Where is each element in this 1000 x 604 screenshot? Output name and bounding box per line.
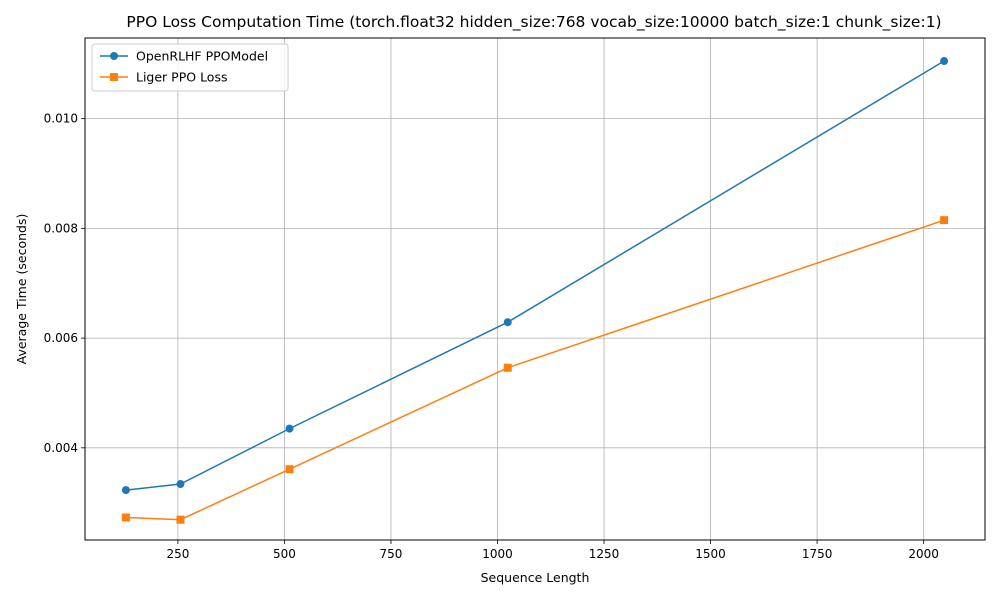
x-tick-label: 1500 xyxy=(695,547,726,561)
chart-title: PPO Loss Computation Time (torch.float32… xyxy=(126,13,941,32)
data-point xyxy=(121,513,130,522)
ticks: 250 500 750 1000 1250 1500 1750 2000 0.004 0.006 0… xyxy=(44,112,939,561)
data-point xyxy=(940,57,949,66)
x-tick-label: 500 xyxy=(273,547,296,561)
x-tick-label: 2000 xyxy=(908,547,939,561)
legend-entry-1: OpenRLHF PPOModel xyxy=(100,49,268,64)
x-axis-label: Sequence Length xyxy=(481,570,590,585)
y-axis-label: Average Time (seconds) xyxy=(14,214,29,365)
series-layer xyxy=(121,57,949,524)
data-point xyxy=(285,465,294,474)
legend-label: OpenRLHF PPOModel xyxy=(136,49,268,64)
legend-label: Liger PPO Loss xyxy=(136,70,227,85)
series-line xyxy=(125,60,945,491)
legend: OpenRLHF PPOModel Liger PPO Loss xyxy=(91,43,289,92)
y-tick-label: 0.010 xyxy=(44,112,78,126)
series-2 xyxy=(121,216,949,524)
data-point xyxy=(503,363,512,372)
y-tick-label: 0.008 xyxy=(44,221,78,235)
legend-marker xyxy=(110,52,118,60)
data-point xyxy=(285,424,294,433)
y-tick-label: 0.004 xyxy=(44,441,78,455)
data-point xyxy=(176,515,185,524)
data-point xyxy=(940,216,949,225)
plot-frame xyxy=(84,37,986,541)
data-point xyxy=(121,486,130,495)
series-line xyxy=(125,219,945,521)
series-1 xyxy=(121,57,949,495)
x-tick-label: 1250 xyxy=(589,547,620,561)
legend-box xyxy=(91,43,289,92)
x-tick-label: 1000 xyxy=(482,547,513,561)
legend-marker xyxy=(110,73,118,81)
data-point xyxy=(503,318,512,327)
y-tick-label: 0.006 xyxy=(44,331,78,345)
legend-entry-2: Liger PPO Loss xyxy=(100,70,227,85)
x-tick-label: 250 xyxy=(166,547,189,561)
x-tick-label: 1750 xyxy=(802,547,833,561)
data-point xyxy=(176,480,185,489)
x-tick-label: 750 xyxy=(380,547,403,561)
grid xyxy=(85,38,985,540)
